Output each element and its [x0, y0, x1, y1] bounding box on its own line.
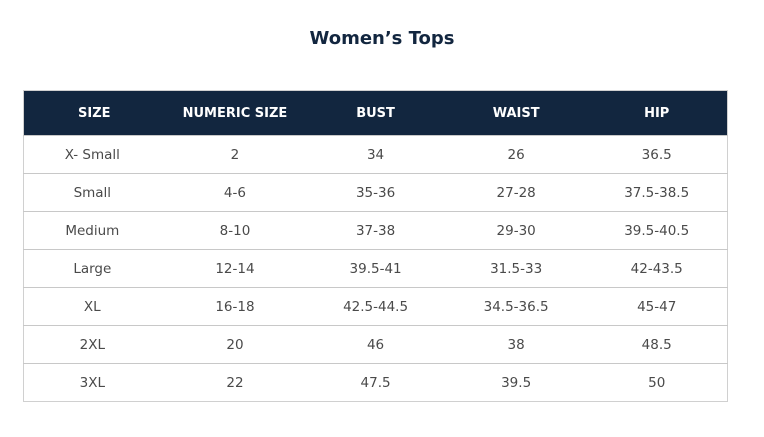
- table-cell: 45-47: [586, 287, 728, 326]
- table-cell: 47.5: [305, 363, 446, 402]
- table-row: Large 12-14 39.5-41 31.5-33 42-43.5: [23, 249, 728, 288]
- column-header: BUST: [305, 90, 446, 136]
- table-cell: 16-18: [164, 287, 306, 326]
- table-cell: 22: [164, 363, 306, 402]
- table-cell: 20: [164, 325, 306, 364]
- table-cell: 34: [305, 135, 446, 174]
- size-chart-table: SIZE NUMERIC SIZE BUST WAIST HIP X- Small 2 34…: [23, 90, 728, 402]
- table-cell: 26: [445, 135, 587, 174]
- table-cell: 4-6: [164, 173, 306, 212]
- table-cell: 27-28: [445, 173, 587, 212]
- table-cell: 3XL: [23, 363, 165, 402]
- table-cell: 46: [305, 325, 446, 364]
- table-cell: 37-38: [305, 211, 446, 250]
- table-cell: 29-30: [445, 211, 587, 250]
- table-cell: 38: [445, 325, 587, 364]
- column-header: HIP: [586, 90, 728, 136]
- table-cell: 2: [164, 135, 306, 174]
- table-row: 3XL 22 47.5 39.5 50: [23, 363, 728, 402]
- table-cell: Large: [23, 249, 165, 288]
- table-cell: 2XL: [23, 325, 165, 364]
- column-header: WAIST: [445, 90, 587, 136]
- table-cell: 31.5-33: [445, 249, 587, 288]
- table-cell: 36.5: [586, 135, 728, 174]
- column-header: SIZE: [23, 90, 165, 136]
- column-header: NUMERIC SIZE: [164, 90, 306, 136]
- page-title: Women’s Tops: [309, 28, 455, 49]
- table-cell: 39.5-40.5: [586, 211, 728, 250]
- table-header-row: SIZE NUMERIC SIZE BUST WAIST HIP: [23, 90, 728, 136]
- table-cell: 37.5-38.5: [586, 173, 728, 212]
- table-cell: 39.5: [445, 363, 587, 402]
- table-cell: 42-43.5: [586, 249, 728, 288]
- table-cell: 39.5-41: [305, 249, 446, 288]
- table-row: 2XL 20 46 38 48.5: [23, 325, 728, 364]
- table-row: X- Small 2 34 26 36.5: [23, 135, 728, 174]
- table-cell: Medium: [23, 211, 165, 250]
- table-row: XL 16-18 42.5-44.5 34.5-36.5 45-47: [23, 287, 728, 326]
- table-cell: Small: [23, 173, 165, 212]
- table-row: Small 4-6 35-36 27-28 37.5-38.5: [23, 173, 728, 212]
- table-cell: 35-36: [305, 173, 446, 212]
- table-cell: 50: [586, 363, 728, 402]
- table-cell: XL: [23, 287, 165, 326]
- table-row: Medium 8-10 37-38 29-30 39.5-40.5: [23, 211, 728, 250]
- table-cell: X- Small: [23, 135, 165, 174]
- table-cell: 48.5: [586, 325, 728, 364]
- table-cell: 42.5-44.5: [305, 287, 446, 326]
- table-cell: 8-10: [164, 211, 306, 250]
- table-cell: 12-14: [164, 249, 306, 288]
- table-cell: 34.5-36.5: [445, 287, 587, 326]
